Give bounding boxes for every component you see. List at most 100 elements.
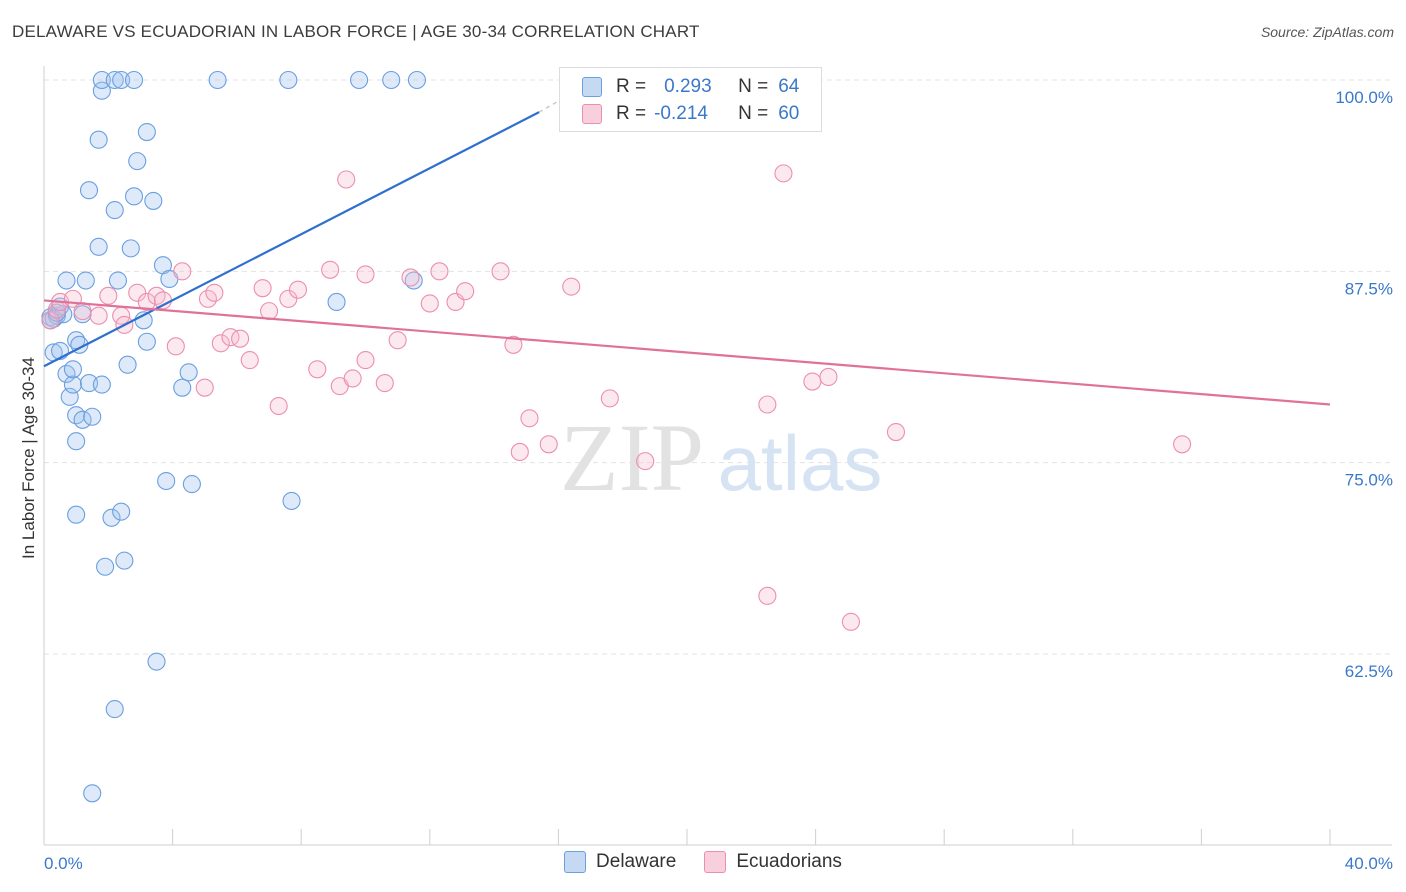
- series-swatch-delaware: [564, 851, 587, 873]
- y-tick-label: 62.5%: [1345, 662, 1393, 681]
- data-point-ecuadorians: [1173, 435, 1192, 454]
- data-point-delaware: [173, 378, 192, 397]
- data-point-delaware: [112, 70, 131, 90]
- data-point-ecuadorians: [41, 311, 60, 330]
- data-point-ecuadorians: [221, 328, 240, 347]
- data-point-delaware: [57, 271, 76, 290]
- data-point-delaware: [407, 70, 426, 90]
- data-point-delaware: [92, 70, 111, 90]
- data-point-delaware: [179, 363, 198, 382]
- data-point-delaware: [83, 784, 102, 803]
- data-point-delaware: [92, 81, 111, 100]
- x-tick-labels: 0.0% 40.0%: [44, 854, 1393, 873]
- data-point-delaware: [112, 502, 131, 521]
- data-point-ecuadorians: [173, 262, 192, 281]
- data-point-ecuadorians: [803, 372, 822, 391]
- data-point-ecuadorians: [886, 423, 906, 442]
- chart-title: DELAWARE VS ECUADORIAN IN LABOR FORCE | …: [12, 22, 700, 41]
- data-point-delaware: [108, 271, 127, 290]
- legend-swatch-ecuadorians: [582, 104, 602, 124]
- data-point-delaware: [118, 355, 137, 374]
- legend-row-delaware: R = 0.293 N = 64: [582, 74, 799, 100]
- data-point-ecuadorians: [99, 286, 118, 305]
- legend-r-value: -0.214: [654, 103, 708, 124]
- data-point-ecuadorians: [841, 612, 861, 631]
- data-point-delaware: [115, 551, 134, 570]
- series-label-delaware: Delaware: [596, 851, 677, 872]
- data-point-delaware: [63, 360, 82, 379]
- data-point-delaware: [57, 364, 76, 383]
- data-point-ecuadorians: [375, 374, 394, 393]
- y-tick-labels: 100.0% 87.5% 75.0% 62.5%: [1335, 88, 1393, 681]
- data-point-delaware: [89, 237, 108, 256]
- data-point-delaware: [89, 130, 108, 149]
- y-tick-label: 87.5%: [1345, 279, 1393, 298]
- data-point-delaware: [67, 432, 86, 451]
- data-point-ecuadorians: [89, 306, 108, 325]
- series-legend-delaware: Delaware: [564, 851, 676, 873]
- data-point-ecuadorians: [137, 292, 156, 311]
- data-point-delaware: [282, 491, 301, 510]
- x-tick-label: 0.0%: [44, 854, 83, 873]
- legend-n-value: 64: [778, 76, 800, 97]
- data-point-ecuadorians: [240, 351, 259, 370]
- data-point-ecuadorians: [128, 283, 147, 302]
- x-tick-label: 40.0%: [1345, 854, 1393, 873]
- data-point-delaware: [382, 70, 401, 90]
- data-point-ecuadorians: [758, 395, 777, 414]
- data-point-ecuadorians: [308, 360, 327, 379]
- legend-row-ecuadorians: R = -0.214 N = 60: [582, 101, 799, 127]
- data-point-ecuadorians: [388, 331, 407, 350]
- axes: [43, 66, 1392, 846]
- data-point-delaware: [105, 700, 124, 719]
- data-point-delaware: [67, 406, 86, 425]
- data-point-ecuadorians: [600, 389, 619, 408]
- data-point-ecuadorians: [231, 329, 250, 348]
- data-point-ecuadorians: [491, 262, 510, 281]
- data-point-delaware: [144, 191, 163, 210]
- data-point-delaware: [67, 505, 86, 524]
- trend-lines: [43, 83, 1331, 406]
- data-point-ecuadorians: [456, 282, 475, 301]
- data-point-ecuadorians: [401, 268, 420, 287]
- trend-line-ecuadorians: [43, 299, 1331, 406]
- data-point-delaware: [327, 292, 346, 311]
- data-point-ecuadorians: [343, 369, 362, 388]
- source-label: Source: ZipAtlas.com: [1260, 24, 1394, 40]
- data-point-ecuadorians: [430, 262, 449, 281]
- data-point-ecuadorians: [539, 435, 558, 454]
- data-point-ecuadorians: [758, 586, 777, 605]
- series-legend: Delaware Ecuadorians: [0, 851, 1406, 873]
- data-point-ecuadorians: [73, 302, 92, 321]
- data-point-delaware: [350, 70, 369, 90]
- y-tick-label: 100.0%: [1335, 88, 1393, 107]
- data-point-ecuadorians: [211, 334, 230, 353]
- data-point-delaware: [79, 181, 99, 200]
- data-point-ecuadorians: [253, 279, 272, 298]
- y-axis-label: In Labor Force | Age 30-34: [19, 357, 38, 559]
- data-point-ecuadorians: [819, 367, 838, 386]
- data-point-ecuadorians: [205, 283, 224, 302]
- data-point-delaware: [137, 332, 156, 351]
- data-point-ecuadorians: [636, 452, 655, 471]
- data-point-ecuadorians: [279, 289, 298, 308]
- correlation-legend: R = 0.293 N = 64 R = -0.214 N = 60: [559, 67, 822, 132]
- data-point-delaware: [92, 375, 111, 394]
- data-point-delaware: [83, 407, 102, 426]
- data-point-delaware: [128, 152, 147, 171]
- data-point-delaware: [121, 239, 140, 258]
- data-point-ecuadorians: [288, 280, 308, 299]
- data-point-ecuadorians: [420, 294, 439, 313]
- legend-n-label: N =: [738, 76, 769, 97]
- data-point-ecuadorians: [195, 378, 214, 397]
- data-point-delaware: [105, 201, 124, 220]
- trend-line-delaware: [43, 111, 540, 368]
- data-point-delaware: [124, 70, 144, 90]
- data-point-delaware: [137, 122, 156, 142]
- series-legend-ecuadorians: Ecuadorians: [704, 851, 842, 873]
- legend-r-label: R =: [616, 76, 647, 97]
- data-point-delaware: [208, 70, 227, 90]
- data-point-delaware: [102, 508, 121, 527]
- legend-n-value: 60: [778, 103, 800, 124]
